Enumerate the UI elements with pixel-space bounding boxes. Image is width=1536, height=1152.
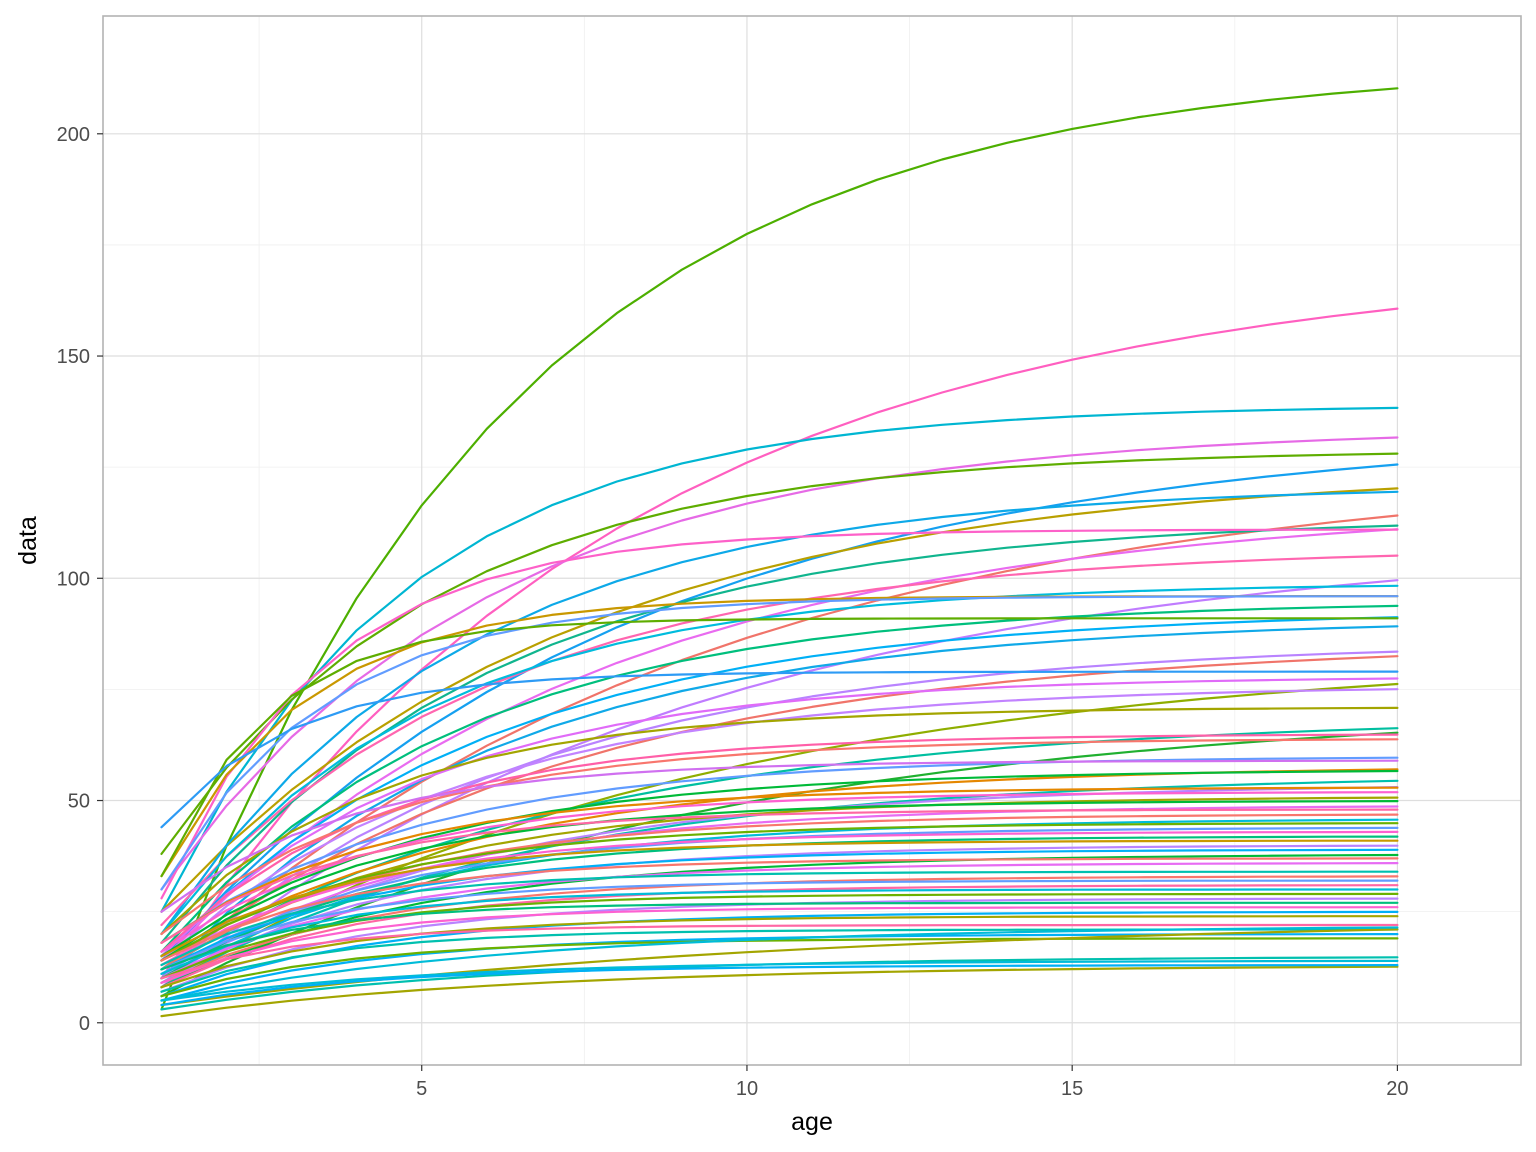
series-line-12 xyxy=(160,528,1399,900)
series-line-4 xyxy=(160,436,1399,891)
series-line-47 xyxy=(160,822,1399,962)
series-line-43 xyxy=(160,805,1399,980)
series-line-20 xyxy=(160,617,1399,878)
x-tick-label: 5 xyxy=(416,1078,427,1100)
series-line-39 xyxy=(160,786,1399,944)
series-line-60 xyxy=(160,884,1399,989)
minor-gridlines xyxy=(103,16,1521,1065)
y-axis-ticks: 0 50 100 150 200 xyxy=(57,124,103,1035)
y-tick-label: 150 xyxy=(57,346,90,368)
series-line-41 xyxy=(160,796,1399,971)
series-line-23 xyxy=(160,655,1399,971)
series-line-17 xyxy=(160,595,1399,891)
series-line-52 xyxy=(160,844,1399,984)
series-line-61 xyxy=(160,888,1399,976)
series-line-18 xyxy=(160,604,1399,953)
series-line-53 xyxy=(160,848,1399,971)
series-line-14 xyxy=(160,554,1399,927)
series-line-75 xyxy=(160,959,1399,1002)
series-line-76 xyxy=(160,965,1399,1018)
x-tick-label: 15 xyxy=(1061,1078,1083,1100)
y-tick-label: 200 xyxy=(57,124,90,146)
series-line-15 xyxy=(160,584,1399,936)
series-line-57 xyxy=(160,870,1399,967)
series-line-1 xyxy=(160,87,1399,1011)
series-line-71 xyxy=(160,937,1399,998)
series-line-51 xyxy=(160,839,1399,958)
series-line-49 xyxy=(160,830,1399,967)
series-line-28 xyxy=(160,706,1399,936)
y-tick-label: 50 xyxy=(68,791,90,813)
series-line-10 xyxy=(160,528,1399,962)
x-tick-label: 20 xyxy=(1386,1078,1408,1100)
series-line-26 xyxy=(160,677,1399,958)
series-line-77 xyxy=(160,963,1399,1007)
series-line-44 xyxy=(160,808,1399,944)
series-line-6 xyxy=(160,452,1399,856)
series-line-59 xyxy=(160,879,1399,971)
series-line-9 xyxy=(160,490,1399,936)
series-line-65 xyxy=(160,906,1399,984)
series-line-27 xyxy=(160,688,1399,962)
x-tick-label: 10 xyxy=(736,1078,758,1100)
series-line-8 xyxy=(160,487,1399,913)
series-line-13 xyxy=(160,579,1399,989)
y-tick-label: 100 xyxy=(57,568,90,590)
y-tick-label: 0 xyxy=(79,1013,90,1035)
series-line-55 xyxy=(160,857,1399,962)
x-axis-title: age xyxy=(791,1108,833,1136)
series-line-2 xyxy=(160,307,1399,980)
series-line-73 xyxy=(160,926,1399,1002)
series-line-25 xyxy=(160,670,1399,829)
series-line-7 xyxy=(160,514,1399,980)
series-line-67 xyxy=(160,915,1399,989)
series-line-42 xyxy=(160,799,1399,962)
series-line-33 xyxy=(160,756,1399,944)
y-axis-title: data xyxy=(14,516,42,565)
panel-border xyxy=(102,15,1522,1066)
series-line-5 xyxy=(160,463,1399,962)
series-line-64 xyxy=(160,901,1399,971)
x-axis-ticks: 5 10 15 20 xyxy=(416,1065,1409,1100)
series-line-68 xyxy=(160,923,1399,980)
series-line-34 xyxy=(160,759,1399,913)
series-line-32 xyxy=(160,738,1399,936)
series-line-19 xyxy=(160,616,1399,958)
series-lines xyxy=(160,87,1399,1018)
series-line-66 xyxy=(160,910,1399,998)
series-line-3 xyxy=(160,406,1399,913)
